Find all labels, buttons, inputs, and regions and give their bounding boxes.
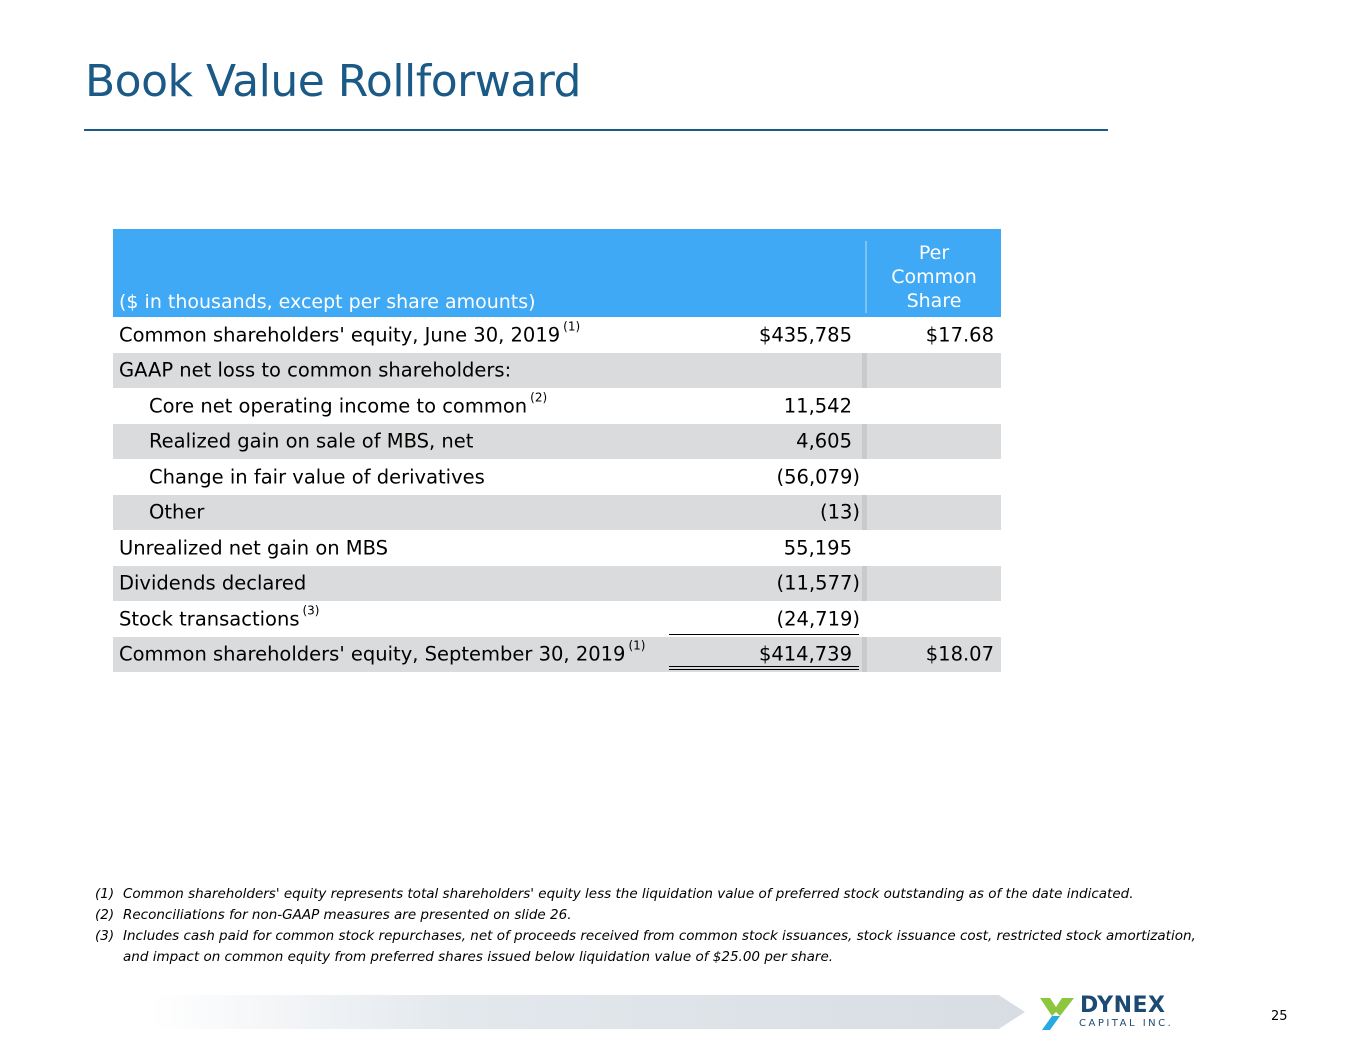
row-amount: $435,785 <box>758 323 852 347</box>
column-divider <box>862 352 867 388</box>
column-divider <box>862 565 867 601</box>
header-common: Common <box>891 266 977 288</box>
row-label: Realized gain on sale of MBS, net <box>149 429 474 453</box>
table-row: Realized gain on sale of MBS, net 4,605 <box>113 423 1001 459</box>
subtotal-rule <box>669 634 859 635</box>
table-row: Common shareholders' equity, June 30, 20… <box>113 317 1001 353</box>
column-divider <box>862 423 867 459</box>
row-amount: (24,719) <box>776 607 860 631</box>
row-per-share: $18.07 <box>925 642 994 666</box>
row-label: Other <box>149 500 205 524</box>
column-divider <box>862 636 867 672</box>
table-row: Change in fair value of derivatives (56,… <box>113 459 1001 495</box>
footnote: and impact on common equity from preferr… <box>123 949 834 965</box>
row-amount: 55,195 <box>783 536 852 560</box>
footer-band <box>150 995 1025 1029</box>
row-per-share: $17.68 <box>925 323 994 347</box>
column-divider <box>862 494 867 530</box>
column-divider <box>862 388 867 424</box>
table-row: Other (13) <box>113 494 1001 530</box>
row-label: Common shareholders' equity, June 30, 20… <box>119 319 581 347</box>
header-share: Share <box>906 290 962 312</box>
table-row: Core net operating income to common (2) 1… <box>113 388 1001 424</box>
book-value-table: ($ in thousands, except per share amount… <box>113 229 1001 672</box>
header-description: ($ in thousands, except per share amount… <box>119 291 536 313</box>
header-per-common-share: Per Common Share <box>865 241 1001 313</box>
row-amount: (13) <box>819 500 860 524</box>
row-label: Core net operating income to common (2) <box>149 390 548 418</box>
footnote: (1) Common shareholders' equity represent… <box>95 886 1134 902</box>
company-logo: DYNEX CAPITAL INC. <box>1038 992 1178 1034</box>
column-divider <box>862 530 867 566</box>
row-amount: (11,577) <box>776 571 860 595</box>
footnote-ref: (2) <box>530 390 548 405</box>
row-label: Dividends declared <box>119 571 307 595</box>
slide-title: Book Value Rollforward <box>85 56 581 107</box>
logo-mark-icon <box>1040 998 1074 1030</box>
table-row: Unrealized net gain on MBS 55,195 <box>113 530 1001 566</box>
page-number: 25 <box>1271 1009 1288 1024</box>
footnote-ref: (3) <box>302 603 320 618</box>
column-divider <box>862 601 867 637</box>
row-amount: 4,605 <box>796 429 852 453</box>
logo-name: DYNEX <box>1080 993 1166 1018</box>
table-header: ($ in thousands, except per share amount… <box>113 229 1001 317</box>
title-divider <box>84 129 1108 131</box>
row-amount: (56,079) <box>776 465 860 489</box>
column-divider <box>862 459 867 495</box>
footnote-ref: (1) <box>563 319 581 334</box>
total-double-rule-top <box>669 666 859 667</box>
row-amount: 11,542 <box>783 394 852 418</box>
logo-subtitle: CAPITAL INC. <box>1079 1018 1174 1029</box>
row-label: Common shareholders' equity, September 3… <box>119 638 646 666</box>
footnote: (3) Includes cash paid for common stock r… <box>95 928 1196 944</box>
row-label: GAAP net loss to common shareholders: <box>119 358 512 382</box>
footnotes: (1) Common shareholders' equity represent… <box>95 884 1196 968</box>
table-row: GAAP net loss to common shareholders: <box>113 352 1001 388</box>
table-row: Stock transactions (3) (24,719) <box>113 601 1001 637</box>
table-row: Dividends declared (11,577) <box>113 565 1001 601</box>
header-per: Per <box>918 242 950 264</box>
total-double-rule-bottom <box>669 669 859 670</box>
column-divider <box>862 317 867 353</box>
footnote: (2) Reconciliations for non-GAAP measures… <box>95 907 572 923</box>
table-row: Common shareholders' equity, September 3… <box>113 636 1001 672</box>
row-label: Change in fair value of derivatives <box>149 465 485 489</box>
row-label: Unrealized net gain on MBS <box>119 536 389 560</box>
row-label: Stock transactions (3) <box>119 603 320 631</box>
row-amount: $414,739 <box>758 642 852 666</box>
footnote-ref: (1) <box>628 638 646 653</box>
